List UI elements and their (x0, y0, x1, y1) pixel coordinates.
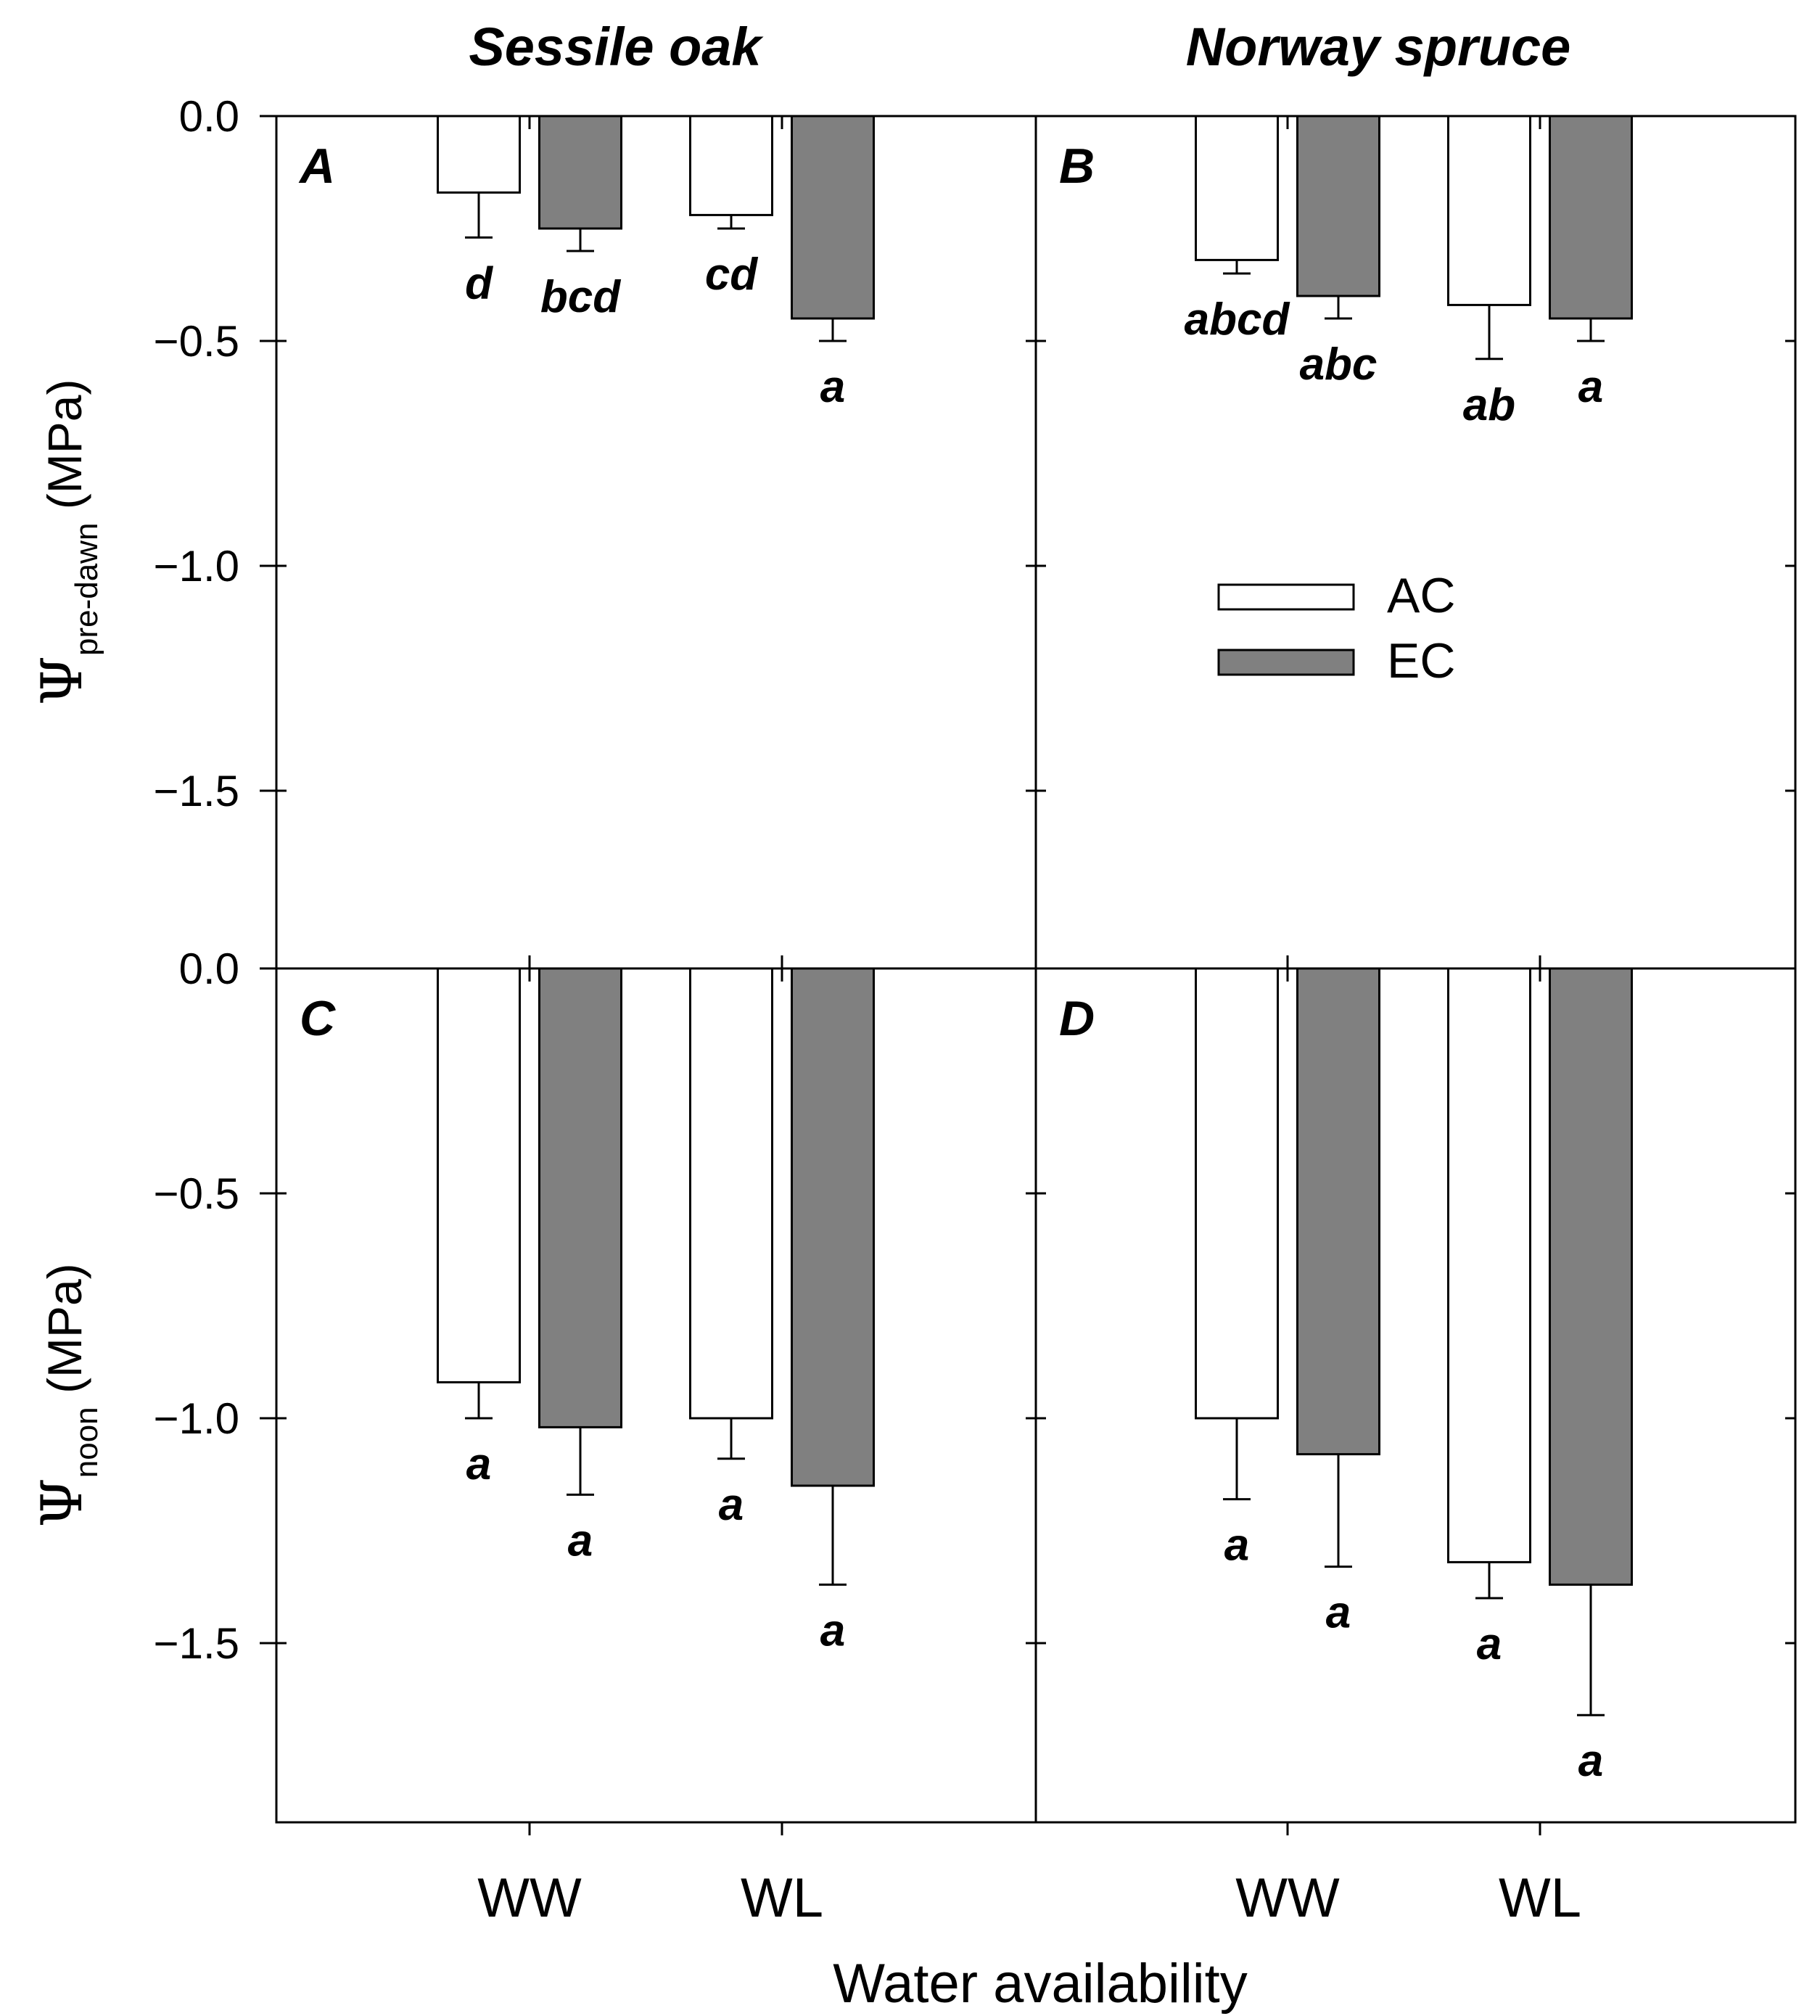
bar-ec (791, 115, 875, 320)
column-title: Sessile oak (469, 17, 764, 77)
y-axis-label: Ψnoon (MPa) (30, 1263, 104, 1527)
bar-ec (791, 967, 875, 1487)
bar-ec (1549, 115, 1633, 320)
panel-letter: D (1059, 991, 1095, 1046)
panel-letter: A (298, 139, 335, 194)
y-tick-label: 0.0 (179, 92, 239, 141)
x-category-label: WL (1499, 1867, 1581, 1929)
bar-ac (1447, 967, 1531, 1563)
y-tick-label: −0.5 (154, 317, 239, 366)
legend-label: AC (1387, 568, 1455, 623)
significance-letter: d (465, 258, 493, 308)
legend-label: EC (1387, 633, 1455, 688)
y-axis-unit: (MPa) (38, 379, 91, 523)
y-tick-label: −0.5 (154, 1169, 239, 1218)
significance-letter: a (820, 1605, 845, 1655)
y-axis-subscript: noon (69, 1407, 104, 1478)
bar-ac (1195, 967, 1279, 1420)
legend-swatch-ec (1217, 649, 1355, 676)
panel-frame (275, 115, 1037, 970)
significance-letter: bcd (540, 272, 621, 322)
x-axis-label: Water availability (833, 1953, 1248, 2015)
panel-letter: B (1059, 139, 1095, 194)
bar-ac (1447, 115, 1531, 306)
y-tick-label: −1.0 (154, 1394, 239, 1443)
significance-letter: a (1477, 1619, 1502, 1669)
legend-swatch-ac (1217, 583, 1355, 611)
significance-letter: abc (1300, 340, 1378, 390)
panel-frame (1034, 967, 1797, 1824)
significance-letter: a (1326, 1588, 1351, 1638)
significance-letter: a (568, 1515, 593, 1566)
bar-ac (437, 115, 521, 194)
panel-letter: C (300, 991, 336, 1046)
y-tick-label: −1.0 (154, 542, 239, 591)
panel-frame (1034, 115, 1797, 970)
bar-ec (1296, 115, 1380, 297)
y-axis-subscript: pre-dawn (69, 523, 104, 656)
bar-ec (538, 115, 622, 230)
significance-letter: a (466, 1439, 491, 1489)
bars (437, 115, 1633, 1716)
y-tick-label: −1.5 (154, 1619, 239, 1668)
y-axis-symbol: Ψ (30, 656, 95, 705)
bar-ac (437, 967, 521, 1383)
y-axis-unit: (MPa) (38, 1263, 91, 1407)
x-category-label: WL (741, 1867, 823, 1929)
chart-text: 0.0 −0.5 −1.0 −1.5 Ψpre-dawn (MPa) 0.0 −0.5 −1.… (30, 17, 1603, 2015)
significance-letter: abcd (1185, 295, 1290, 345)
bar-ec (1296, 967, 1380, 1456)
y-axis-symbol: Ψ (30, 1478, 95, 1527)
significance-letter: cd (705, 250, 758, 300)
y-tick-label: −1.5 (154, 767, 239, 815)
significance-letter: a (719, 1480, 744, 1530)
significance-letter: a (1578, 362, 1603, 412)
panel-frame (275, 967, 1037, 1824)
bar-ec (538, 967, 622, 1428)
significance-letter: ab (1463, 380, 1515, 430)
significance-letter: a (1578, 1736, 1603, 1786)
bar-ac (689, 967, 773, 1420)
bar-ac (1195, 115, 1279, 261)
y-tick-label: 0.0 (179, 945, 239, 993)
x-category-label: WW (477, 1867, 582, 1929)
y-axis-label: Ψpre-dawn (MPa) (30, 379, 104, 706)
significance-letter: a (820, 362, 845, 412)
column-title: Norway spruce (1186, 17, 1571, 77)
panel-frames (260, 115, 1797, 1835)
x-category-label: WW (1235, 1867, 1340, 1929)
bar-ac (689, 115, 773, 216)
significance-letter: a (1224, 1521, 1249, 1571)
bar-ec (1549, 967, 1633, 1586)
